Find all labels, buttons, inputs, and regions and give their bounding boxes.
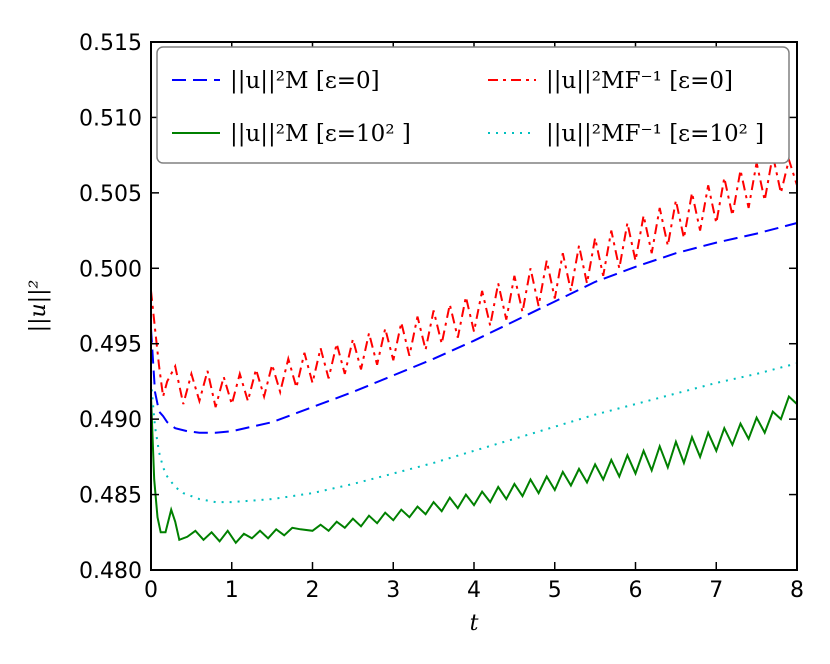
y-tick-label: 0.500 — [79, 257, 142, 282]
y-tick-label: 0.485 — [79, 484, 142, 509]
legend-box — [156, 46, 790, 164]
x-tick-label: 5 — [548, 578, 562, 603]
y-tick-label: 0.510 — [79, 106, 142, 131]
legend-label: ||u||²MF⁻¹ [ε=0] — [546, 68, 733, 94]
y-tick-label: 0.505 — [79, 182, 142, 207]
x-tick-label: 4 — [467, 578, 481, 603]
series-line-1 — [150, 222, 798, 434]
x-tick-label: 0 — [144, 578, 158, 603]
x-tick-label: 8 — [790, 578, 804, 603]
y-tick-label: 0.495 — [79, 333, 142, 358]
series-line-2 — [150, 394, 798, 545]
series-line-3 — [150, 154, 798, 408]
y-tick-label: 0.490 — [79, 408, 142, 433]
x-tick-label: 2 — [306, 578, 320, 603]
y-tick-label: 0.515 — [79, 31, 142, 56]
series-line-4 — [150, 362, 798, 504]
y-tick-label: 0.480 — [79, 559, 142, 584]
y-axis-label: ||u||² — [26, 280, 51, 333]
legend-label: ||u||²MF⁻¹ [ε=10² ] — [546, 121, 764, 147]
x-tick-label: 3 — [386, 578, 400, 603]
x-tick-label: 6 — [629, 578, 643, 603]
legend-label: ||u||²M [ε=10² ] — [230, 121, 411, 147]
series-lines — [150, 154, 798, 545]
axis-ticks: 0 1 2 3 4 5 6 7 8 0.480 0.485 0.490 0.495 0.500 0.505 0… — [79, 31, 804, 603]
legend-label: ||u||²M [ε=0] — [230, 68, 380, 94]
x-tick-label: 7 — [709, 578, 723, 603]
x-axis-label: t — [470, 611, 479, 636]
legend: ||u||²M [ε=0] ||u||²M [ε=10² ] ||u||²MF⁻¹ … — [156, 46, 790, 164]
x-tick-label: 1 — [225, 578, 239, 603]
